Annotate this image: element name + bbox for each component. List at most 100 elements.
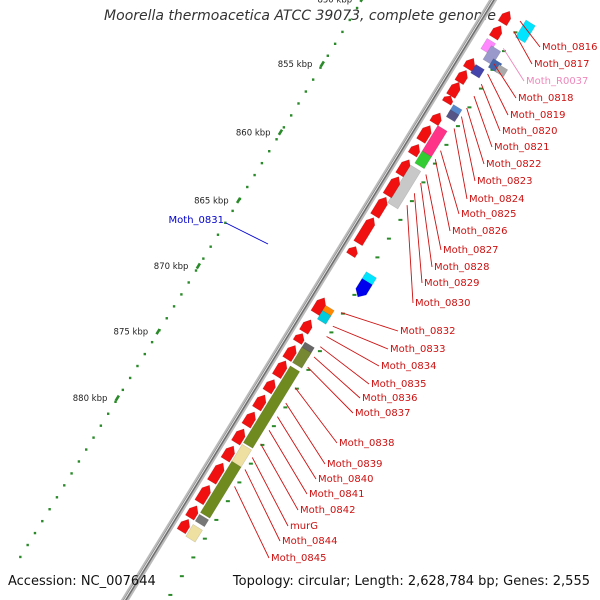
feature-layer	[176, 10, 536, 543]
gene-label[interactable]: Moth_0819	[510, 110, 565, 121]
gene-label[interactable]: murG	[290, 521, 318, 532]
scale-dot	[333, 42, 337, 46]
gene-feature	[220, 445, 236, 463]
track-tick	[294, 387, 299, 390]
gene-feature	[462, 57, 476, 72]
gene-feature	[345, 246, 358, 259]
label-leader-line	[440, 150, 460, 215]
track-tick	[352, 293, 357, 296]
gene-feature	[251, 394, 267, 412]
label-leader-line	[341, 312, 399, 332]
track-tick	[306, 368, 311, 371]
track-tick	[513, 31, 518, 34]
label-leader-line	[502, 48, 525, 82]
track-tick	[248, 462, 253, 465]
label-leader-line	[251, 457, 289, 527]
scale-dot	[121, 388, 125, 392]
tick-label: 865 kbp	[194, 196, 229, 206]
scale-dot	[202, 257, 205, 260]
gene-label[interactable]: Moth_0839	[327, 459, 382, 470]
gene-label[interactable]: Moth_0836	[362, 393, 417, 404]
track-tick	[260, 443, 265, 446]
gene-label[interactable]: Moth_0842	[300, 505, 355, 516]
tick-label: 850 kbp	[317, 0, 352, 5]
gene-label[interactable]: Moth_0824	[469, 194, 524, 205]
gene-feature	[298, 319, 313, 335]
scale-dot	[48, 508, 51, 511]
label-leader-line	[307, 366, 354, 414]
gene-label[interactable]: Moth_0817	[534, 59, 589, 70]
gene-label[interactable]: Moth_0821	[494, 142, 549, 153]
gene-label[interactable]: Moth_0845	[271, 553, 326, 564]
gene-label[interactable]: Moth_0827	[443, 245, 498, 256]
gene-feature	[429, 112, 442, 127]
gene-label[interactable]: Moth_0820	[502, 126, 557, 137]
scale-dot	[231, 209, 234, 213]
label-line-layer	[225, 20, 541, 559]
gene-label[interactable]: Moth_0826	[452, 226, 507, 237]
scale-dot	[63, 484, 66, 487]
track-tick	[432, 162, 437, 165]
label-layer: Moth_0816 Moth_0817 Moth_R0037 Moth_0818 Mot…	[169, 42, 598, 564]
gene-label[interactable]: Moth_0834	[381, 361, 436, 372]
summary-text: Topology: circular; Length: 2,628,784 bp…	[232, 574, 590, 589]
scale-dot	[41, 519, 44, 523]
gene-feature	[445, 109, 460, 123]
gene-feature	[414, 150, 432, 170]
scale-dot	[194, 269, 198, 272]
track-tick	[271, 425, 276, 428]
scale-dot	[355, 6, 359, 10]
gene-feature	[445, 81, 461, 99]
track-tick	[317, 350, 322, 353]
gene-label[interactable]: Moth_0841	[309, 489, 364, 500]
gene-label[interactable]: Moth_0838	[339, 438, 394, 449]
gene-feature	[230, 428, 246, 446]
gene-label[interactable]: Moth_0822	[486, 159, 541, 170]
gene-label[interactable]: Moth_0833	[390, 344, 445, 355]
gene-label[interactable]: Moth_0829	[424, 278, 479, 289]
scale-dot	[246, 185, 249, 189]
highlighted-gene-label[interactable]: Moth_0831	[169, 215, 224, 226]
gene-feature	[370, 196, 388, 219]
gene-feature	[316, 310, 332, 325]
label-leader-line	[294, 387, 338, 444]
tick-label: 870 kbp	[154, 262, 189, 272]
tick-label: 880 kbp	[73, 394, 108, 404]
scale-major-tick	[195, 262, 202, 270]
gene-label[interactable]: Moth_0832	[400, 326, 455, 337]
gene-feature	[416, 125, 432, 144]
track-tick	[179, 575, 184, 578]
gene-label[interactable]: Moth_0837	[355, 408, 410, 419]
gene-label[interactable]: Moth_0830	[415, 298, 470, 309]
gene-label[interactable]: Moth_0844	[282, 536, 337, 547]
gene-label[interactable]: Moth_0818	[518, 93, 573, 104]
gene-label[interactable]: Moth_0823	[477, 176, 532, 187]
gene-feature	[382, 176, 401, 199]
gene-feature	[206, 462, 225, 485]
scale-dot	[143, 352, 146, 356]
gene-label[interactable]: Moth_0840	[318, 474, 373, 485]
gene-label[interactable]: Moth_0835	[371, 379, 426, 390]
track-tick	[409, 200, 414, 203]
track-tick	[501, 50, 506, 53]
scale-dot	[165, 317, 168, 320]
gene-label[interactable]: Moth_0828	[434, 262, 489, 273]
scale-dot	[187, 281, 190, 284]
gene-feature	[497, 10, 512, 27]
gene-label[interactable]: Moth_0825	[461, 209, 516, 220]
gene-feature	[185, 523, 203, 543]
gene-feature	[184, 505, 199, 521]
scale-dot	[209, 245, 212, 248]
label-leader-line	[406, 205, 414, 304]
scale-dot	[114, 400, 117, 404]
scale-major-tick	[155, 328, 161, 335]
track-tick	[444, 143, 449, 146]
label-leader-line	[434, 159, 451, 232]
scale-dot	[19, 555, 22, 559]
gene-label[interactable]: Moth_0816	[542, 42, 597, 53]
track-tick	[490, 68, 495, 71]
scale-major-tick	[114, 394, 120, 402]
gene-label[interactable]: Moth_R0037	[526, 76, 588, 87]
label-leader-line	[268, 429, 308, 495]
